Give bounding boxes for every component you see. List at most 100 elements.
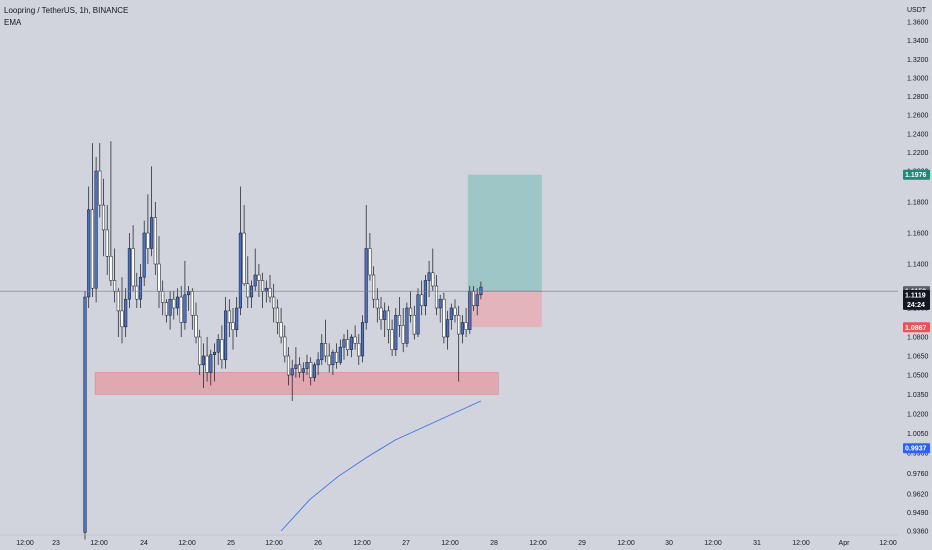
candle[interactable] [360, 315, 365, 363]
candle[interactable] [190, 288, 194, 330]
candle[interactable] [257, 264, 261, 297]
candle[interactable] [372, 266, 376, 308]
candle[interactable] [394, 308, 398, 356]
candle[interactable] [124, 288, 128, 337]
candle[interactable] [412, 305, 416, 340]
candle[interactable] [453, 299, 457, 323]
candle[interactable] [209, 349, 213, 386]
candle[interactable] [294, 347, 298, 378]
candle[interactable] [405, 302, 409, 348]
candle[interactable] [187, 286, 191, 311]
candle[interactable] [442, 292, 446, 344]
target-zone[interactable] [467, 174, 542, 292]
candle[interactable] [290, 359, 294, 401]
candle[interactable] [301, 362, 305, 382]
candle[interactable] [227, 299, 231, 337]
candle[interactable] [205, 337, 209, 382]
candle[interactable] [231, 308, 235, 350]
candle[interactable] [383, 302, 387, 338]
candle[interactable] [83, 291, 87, 540]
candle[interactable] [242, 205, 246, 286]
candle[interactable] [353, 325, 357, 350]
candle[interactable] [142, 220, 146, 286]
candle[interactable] [309, 357, 313, 386]
candle[interactable] [327, 343, 331, 373]
ema-line[interactable] [280, 400, 482, 532]
candle[interactable] [98, 143, 102, 218]
candle[interactable] [153, 202, 157, 275]
candle[interactable] [438, 294, 442, 323]
candle[interactable] [275, 299, 279, 335]
candle[interactable] [198, 329, 202, 375]
candle[interactable] [460, 315, 464, 344]
candle[interactable] [423, 275, 427, 316]
candle[interactable] [135, 272, 139, 308]
candle[interactable] [298, 357, 302, 378]
candle[interactable] [283, 325, 287, 363]
candle[interactable] [279, 308, 283, 344]
candle[interactable] [87, 186, 91, 309]
candle[interactable] [409, 291, 413, 323]
candle[interactable] [146, 194, 150, 264]
candle[interactable] [272, 283, 276, 323]
candle[interactable] [323, 319, 328, 363]
candle[interactable] [397, 297, 402, 337]
candle[interactable] [286, 347, 291, 386]
candle[interactable] [375, 288, 379, 323]
candle[interactable] [379, 297, 383, 330]
candle[interactable] [364, 205, 368, 330]
candle[interactable] [238, 186, 242, 316]
candle[interactable] [401, 308, 405, 353]
candle[interactable] [235, 297, 239, 337]
candle[interactable] [434, 275, 439, 316]
candle[interactable] [431, 248, 435, 292]
candle[interactable] [109, 141, 113, 286]
candle[interactable] [335, 343, 339, 369]
candle[interactable] [175, 288, 180, 316]
candle[interactable] [249, 280, 254, 309]
price-axis-bg[interactable] [898, 0, 932, 550]
candle[interactable] [194, 302, 198, 344]
candle[interactable] [427, 260, 431, 297]
candle[interactable] [457, 305, 461, 382]
candle[interactable] [416, 288, 420, 337]
candle[interactable] [368, 233, 372, 281]
candle[interactable] [246, 256, 250, 308]
candle[interactable] [320, 334, 324, 365]
candle[interactable] [386, 305, 390, 344]
candle[interactable] [338, 339, 342, 365]
candle[interactable] [316, 352, 320, 375]
candle[interactable] [179, 286, 183, 337]
candle[interactable] [449, 303, 453, 330]
candle[interactable] [342, 334, 346, 360]
candle[interactable] [331, 349, 335, 375]
candle[interactable] [346, 329, 350, 356]
candle[interactable] [475, 288, 479, 316]
candle[interactable] [264, 280, 268, 303]
candle[interactable] [468, 286, 472, 335]
candle[interactable] [216, 334, 220, 365]
candle[interactable] [101, 178, 106, 257]
candle[interactable] [120, 277, 124, 344]
candle[interactable] [357, 334, 361, 365]
candle[interactable] [420, 280, 424, 316]
candle[interactable] [172, 291, 176, 320]
candle[interactable] [116, 288, 120, 337]
candle[interactable] [253, 248, 257, 292]
candle[interactable] [268, 275, 272, 303]
candle[interactable] [138, 264, 143, 308]
stop-zone[interactable] [467, 291, 542, 328]
candle[interactable] [168, 291, 172, 330]
candle[interactable] [305, 354, 309, 375]
candle[interactable] [161, 280, 165, 316]
candle[interactable] [464, 308, 468, 337]
candle[interactable] [201, 343, 205, 388]
candle[interactable] [312, 362, 316, 382]
candle[interactable] [131, 225, 135, 292]
candle[interactable] [113, 248, 117, 303]
candle[interactable] [94, 157, 98, 303]
candle[interactable] [390, 319, 394, 356]
candle[interactable] [157, 236, 161, 308]
candle[interactable] [224, 297, 228, 369]
